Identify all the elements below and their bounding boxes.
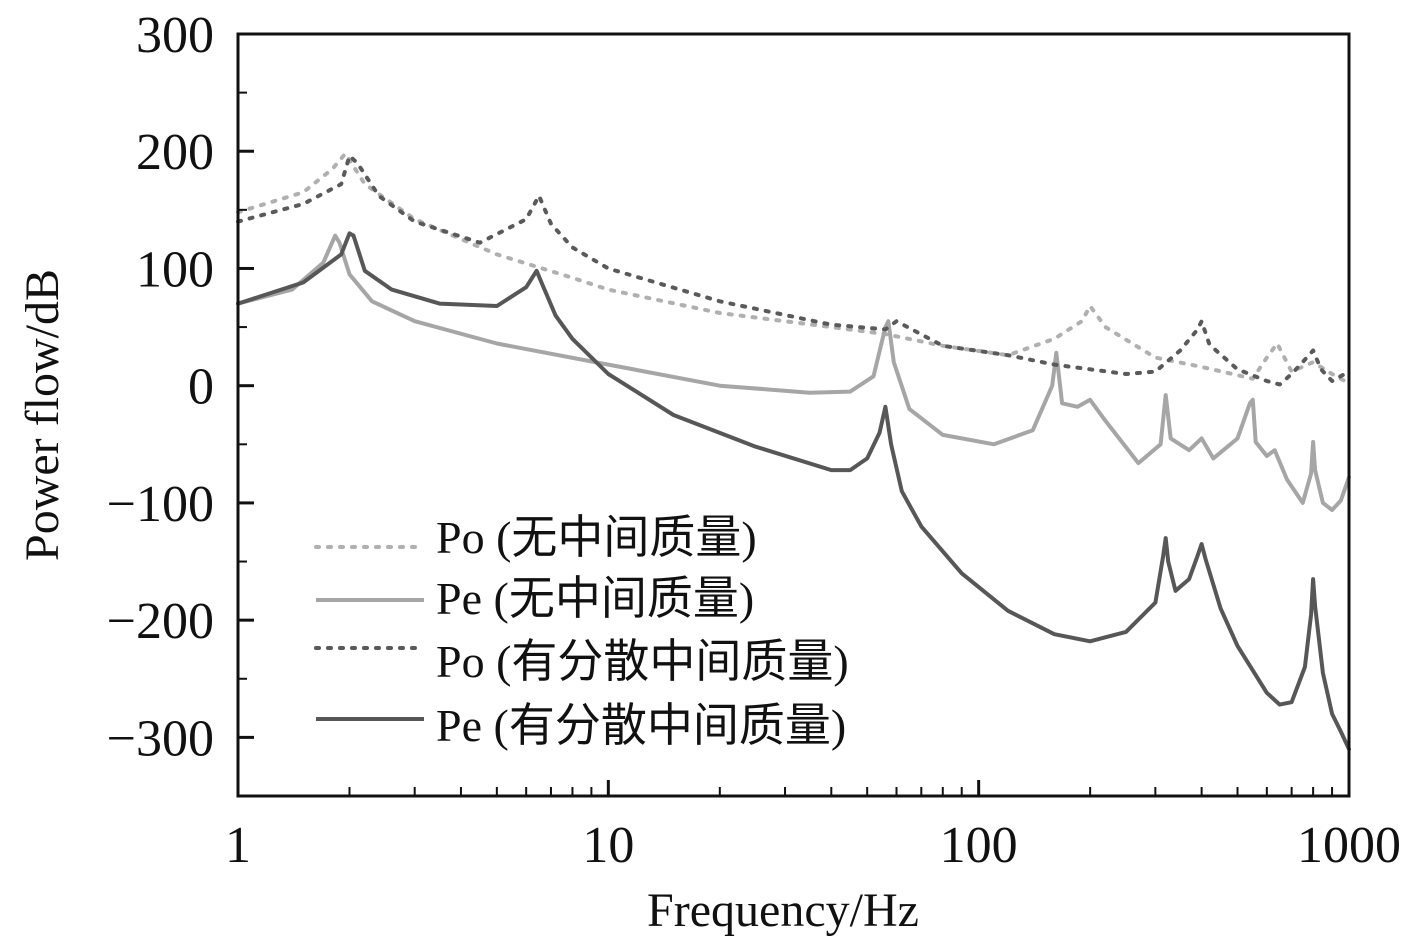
x-axis-title: Frequency/Hz bbox=[647, 884, 919, 937]
series-line-2-po bbox=[236, 153, 1351, 387]
x-tick-label: 1000 bbox=[1297, 817, 1401, 874]
plot-frame bbox=[236, 32, 1351, 798]
y-tick-label: −300 bbox=[107, 710, 214, 767]
series-line-0-po bbox=[236, 151, 1351, 386]
x-tick-label: 10 bbox=[582, 817, 634, 874]
y-tick-label: −100 bbox=[107, 476, 214, 533]
y-axis: 300 200 100 0 −100 −200 −300 bbox=[107, 7, 254, 797]
y-tick-label: 0 bbox=[188, 359, 214, 416]
series-line-1-pe bbox=[236, 233, 1351, 512]
y-axis-title: Power flow/dB bbox=[16, 269, 69, 561]
y-tick-label: 200 bbox=[136, 124, 214, 181]
x-tick-label: 1 bbox=[225, 817, 251, 874]
x-axis: 1 10 100 1000 bbox=[225, 780, 1401, 874]
series-layer bbox=[236, 151, 1351, 752]
legend-label-po-no-mass: Po (无中间质量) bbox=[436, 512, 757, 563]
legend: Po (无中间质量) Pe (无中间质量) Po (有分散中间质量) Pe (有… bbox=[314, 512, 849, 751]
y-tick-label: 300 bbox=[136, 7, 214, 64]
x-tick-label: 100 bbox=[940, 817, 1018, 874]
legend-label-po-distributed-mass: Po (有分散中间质量) bbox=[436, 636, 849, 687]
legend-label-pe-distributed-mass: Pe (有分散中间质量) bbox=[436, 700, 846, 751]
y-tick-label: 100 bbox=[136, 241, 214, 298]
y-tick-label: −200 bbox=[107, 593, 214, 650]
series-line-3-pe bbox=[236, 231, 1351, 752]
legend-label-pe-no-mass: Pe (无中间质量) bbox=[436, 573, 754, 624]
